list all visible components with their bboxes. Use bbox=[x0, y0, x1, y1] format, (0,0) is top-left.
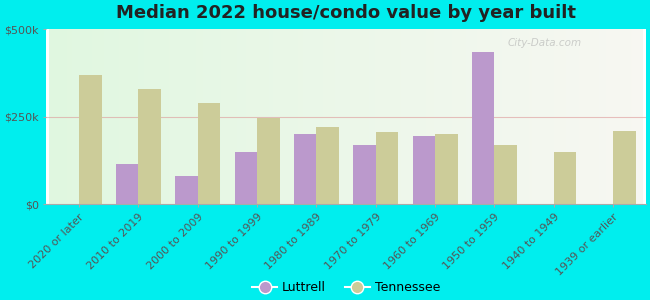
Bar bbox=[435, 134, 458, 204]
Bar bbox=[376, 132, 398, 204]
Title: Median 2022 house/condo value by year built: Median 2022 house/condo value by year bu… bbox=[116, 4, 576, 22]
Bar bbox=[472, 52, 495, 204]
Text: City-Data.com: City-Data.com bbox=[508, 38, 582, 48]
Bar bbox=[116, 164, 138, 204]
Bar bbox=[176, 176, 198, 204]
Bar bbox=[79, 75, 101, 204]
Bar bbox=[317, 127, 339, 204]
Legend: Luttrell, Tennessee: Luttrell, Tennessee bbox=[247, 276, 445, 299]
Bar bbox=[495, 145, 517, 204]
Bar bbox=[613, 130, 636, 204]
Bar bbox=[294, 134, 317, 204]
Bar bbox=[257, 118, 280, 204]
Bar bbox=[138, 89, 161, 204]
Bar bbox=[235, 152, 257, 204]
Bar bbox=[353, 145, 376, 204]
Bar bbox=[554, 152, 577, 204]
Bar bbox=[198, 103, 220, 204]
Bar bbox=[413, 136, 435, 204]
